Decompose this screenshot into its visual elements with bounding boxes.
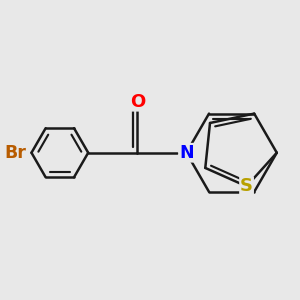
Text: S: S — [240, 177, 253, 195]
Text: N: N — [179, 144, 194, 162]
Text: O: O — [130, 93, 145, 111]
Text: Br: Br — [4, 144, 26, 162]
